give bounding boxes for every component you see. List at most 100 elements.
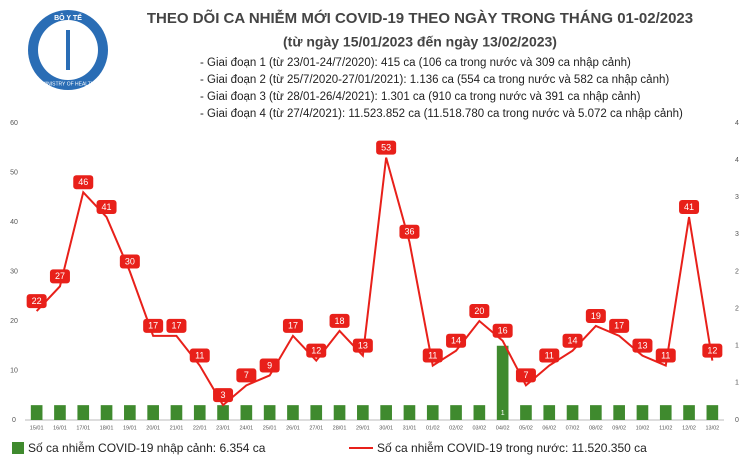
label-box	[166, 318, 187, 333]
data-label: 18	[335, 316, 345, 326]
y2-tick-label: 4	[735, 157, 739, 164]
data-label: 13	[637, 341, 647, 351]
data-label: 17	[288, 321, 298, 331]
label-box	[282, 318, 303, 333]
x-tick-label: 06/02	[542, 425, 556, 431]
data-label: 17	[171, 321, 181, 331]
label-box	[492, 323, 513, 338]
line	[35, 157, 714, 407]
bar	[170, 405, 183, 420]
label-box	[679, 200, 700, 215]
label-box	[446, 333, 467, 348]
label-box	[189, 348, 210, 363]
x-tick-label: 02/02	[449, 425, 463, 431]
label-box	[562, 333, 583, 348]
data-label: 11	[428, 350, 437, 360]
data-label: 11	[661, 350, 670, 360]
label-box	[259, 358, 280, 373]
data-label: 17	[614, 321, 624, 331]
data-label: 3	[221, 390, 226, 400]
legend-label: Số ca nhiễm COVID-19 trong nước: 11.520.…	[377, 440, 647, 455]
data-label: 27	[55, 271, 65, 281]
data-label: 41	[684, 202, 694, 212]
bar	[590, 405, 602, 420]
bar	[520, 405, 532, 420]
label-box	[585, 308, 606, 323]
x-tick-label: 13/02	[705, 425, 719, 431]
x-tick-label: 26/01	[286, 425, 300, 431]
label-box	[213, 388, 234, 403]
bar	[380, 405, 392, 420]
bar	[124, 405, 136, 420]
data-label: 14	[568, 336, 578, 346]
data-label: 7	[244, 370, 249, 380]
data-label: 20	[474, 306, 484, 316]
data-label: 14	[451, 336, 461, 346]
label-box	[539, 348, 560, 363]
y2-tick-label: 1	[735, 343, 739, 350]
bar	[566, 405, 579, 420]
x-tick-label: 05/02	[519, 425, 533, 431]
bar	[496, 345, 509, 420]
bar	[613, 405, 625, 420]
logo: BỘ Y TẾ MINISTRY OF HEALTH	[28, 10, 108, 90]
y2-tick-label: 1	[735, 380, 739, 387]
legend-swatch	[12, 442, 24, 454]
logo-staff	[66, 30, 70, 70]
bar	[333, 405, 346, 420]
y-tick-label: 30	[10, 268, 18, 275]
bar	[543, 405, 556, 420]
chart-title: THEO DÕI CA NHIỄM MỚI COVID-19 THEO NGÀY…	[147, 9, 693, 27]
data-label: 13	[358, 341, 368, 351]
y-tick-label: 0	[12, 417, 16, 424]
x-tick-label: 03/02	[472, 425, 486, 431]
bar	[706, 405, 719, 420]
label-box	[49, 269, 70, 284]
label-box	[515, 368, 536, 383]
data-label: 17	[148, 321, 158, 331]
annotation: - Giai đoạn 4 (từ 27/4/2021): 11.523.852…	[200, 108, 683, 120]
bar	[473, 405, 486, 420]
bar	[54, 405, 66, 420]
x-tick-label: 09/02	[612, 425, 626, 431]
label-box	[26, 294, 47, 309]
logo-top: BỘ Y TẾ	[54, 12, 82, 22]
x-tick-label: 07/02	[566, 425, 580, 431]
data-label: 11	[195, 350, 204, 360]
x-tick-label: 28/01	[333, 425, 347, 431]
y2-tick-label: 2	[735, 268, 739, 275]
x-tick-label: 27/01	[309, 425, 323, 431]
bar	[240, 405, 253, 420]
bar	[147, 405, 159, 420]
legend-label: Số ca nhiễm COVID-19 nhập cảnh: 6.354 ca	[28, 440, 266, 455]
x-tick-label: 19/01	[123, 425, 137, 431]
data-label: 9	[267, 360, 272, 370]
y-tick-label: 20	[10, 318, 18, 325]
bar	[659, 405, 672, 420]
bar	[357, 405, 369, 420]
x-tick-label: 25/01	[263, 425, 277, 431]
chart-subtitle: (từ ngày 15/01/2023 đến ngày 13/02/2023)	[283, 34, 557, 50]
y2-tick-label: 4	[735, 120, 739, 127]
bar	[100, 405, 113, 420]
data-label: 53	[381, 143, 391, 153]
bar	[263, 405, 276, 420]
label-box	[376, 140, 397, 155]
bar	[683, 405, 695, 420]
x-tick-label: 16/01	[53, 425, 67, 431]
data-label: 41	[102, 202, 112, 212]
y-tick-label: 60	[10, 120, 18, 127]
x-tick-label: 23/01	[216, 425, 230, 431]
x-tick-label: 30/01	[379, 425, 393, 431]
bar	[193, 405, 206, 420]
label-box	[422, 348, 443, 363]
data-label: 11	[545, 350, 554, 360]
label-box	[119, 254, 140, 269]
bar	[310, 405, 323, 420]
y2-tick-label: 3	[735, 194, 739, 201]
data-label: 30	[125, 256, 135, 266]
x-tick-label: 12/02	[682, 425, 696, 431]
label-box	[469, 304, 490, 318]
data-label: 12	[311, 345, 321, 355]
